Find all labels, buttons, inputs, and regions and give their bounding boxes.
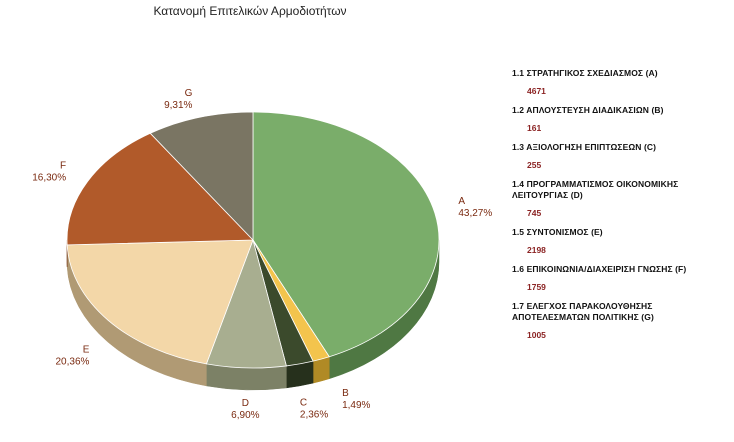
pie-slice-A: [252, 111, 440, 358]
slice-key-label-B: B: [342, 388, 349, 399]
legend-item-A: 1.1 ΣΤΡΑΤΗΓΙΚΟΣ ΣΧΕΔΙΑΣΜΟΣ (A) 4671: [512, 68, 730, 96]
legend-value: 161: [527, 123, 542, 133]
legend-value: 745: [527, 208, 542, 218]
legend-item-D: 1.4 ΠΡΟΓΡΑΜΜΑΤΙΣΜΟΣ ΟΙΚΟΝΟΜΙΚΗΣ ΛΕΙΤΟΥΡΓ…: [512, 179, 730, 218]
legend-value: 4671: [527, 86, 546, 96]
slice-percent-label-D: 6,90%: [231, 410, 259, 421]
pie-slice-G: [149, 111, 254, 241]
chart-title: Κατανομή Επιτελικών Αρμοδιοτήτων: [153, 4, 347, 18]
slice-key-label-C: C: [300, 397, 307, 408]
legend-label: 1.1 ΣΤΡΑΤΗΓΙΚΟΣ ΣΧΕΔΙΑΣΜΟΣ (A): [512, 68, 658, 78]
legend-label: 1.7 ΕΛΕΓΧΟΣ ΠΑΡΑΚΟΛΟΥΘΗΣΗΣ ΑΠΟΤΕΛΕΣΜΑΤΩΝ…: [512, 301, 654, 322]
legend-label: 1.3 ΑΞΙΟΛΟΓΗΣΗ ΕΠΙΠΤΩΣΕΩΝ (C): [512, 142, 657, 152]
legend-item-F: 1.6 ΕΠΙΚΟΙΝΩΝΙΑ/ΔΙΑΧΕΙΡΙΣΗ ΓΝΩΣΗΣ (F) 175…: [512, 264, 730, 292]
legend-item-B: 1.2 ΑΠΛΟΥΣΤΕΥΣΗ ΔΙΑΔΙΚΑΣΙΩΝ (B) 161: [512, 105, 730, 133]
slice-percent-label-B: 1,49%: [342, 400, 370, 411]
legend-label: 1.6 ΕΠΙΚΟΙΝΩΝΙΑ/ΔΙΑΧΕΙΡΙΣΗ ΓΝΩΣΗΣ (F): [512, 264, 687, 274]
slice-key-label-G: G: [185, 88, 193, 99]
legend-item-G: 1.7 ΕΛΕΓΧΟΣ ΠΑΡΑΚΟΛΟΥΘΗΣΗΣ ΑΠΟΤΕΛΕΣΜΑΤΩΝ…: [512, 301, 730, 340]
legend-label: 1.5 ΣΥΝΤΟΝΙΣΜΟΣ (E): [512, 227, 603, 237]
pie-slice-F: [66, 132, 254, 246]
slice-key-label-D: D: [242, 398, 249, 409]
slice-key-label-A: A: [458, 196, 465, 207]
legend-value: 1759: [527, 282, 546, 292]
slice-percent-label-E: 20,36%: [56, 356, 90, 367]
pie-3d-sides: [66, 239, 440, 391]
pie-slices: [66, 111, 440, 369]
legend-item-E: 1.5 ΣΥΝΤΟΝΙΣΜΟΣ (E) 2198: [512, 227, 730, 255]
legend-value: 1005: [527, 330, 546, 340]
legend: 1.1 ΣΤΡΑΤΗΓΙΚΟΣ ΣΧΕΔΙΑΣΜΟΣ (A) 4671 1.2 ΑΠ…: [512, 68, 730, 349]
slice-percent-label-G: 9,31%: [164, 100, 192, 111]
slice-percent-label-A: 43,27%: [458, 208, 492, 219]
legend-value: 255: [527, 160, 542, 170]
legend-item-C: 1.3 ΑΞΙΟΛΟΓΗΣΗ ΕΠΙΠΤΩΣΕΩΝ (C) 255: [512, 142, 730, 170]
pie-slice-labels: A43,27% B1,49% C2,36% D6,90% E20,36% F16,30% G…: [32, 88, 492, 421]
slice-key-label-F: F: [60, 160, 66, 171]
pie-slice-E: [66, 239, 254, 365]
legend-label: 1.4 ΠΡΟΓΡΑΜΜΑΤΙΣΜΟΣ ΟΙΚΟΝΟΜΙΚΗΣ ΛΕΙΤΟΥΡΓ…: [512, 179, 679, 200]
legend-label: 1.2 ΑΠΛΟΥΣΤΕΥΣΗ ΔΙΑΔΙΚΑΣΙΩΝ (B): [512, 105, 664, 115]
slice-percent-label-C: 2,36%: [300, 409, 328, 420]
legend-value: 2198: [527, 245, 546, 255]
slice-percent-label-F: 16,30%: [32, 172, 66, 183]
slice-key-label-E: E: [83, 344, 90, 355]
